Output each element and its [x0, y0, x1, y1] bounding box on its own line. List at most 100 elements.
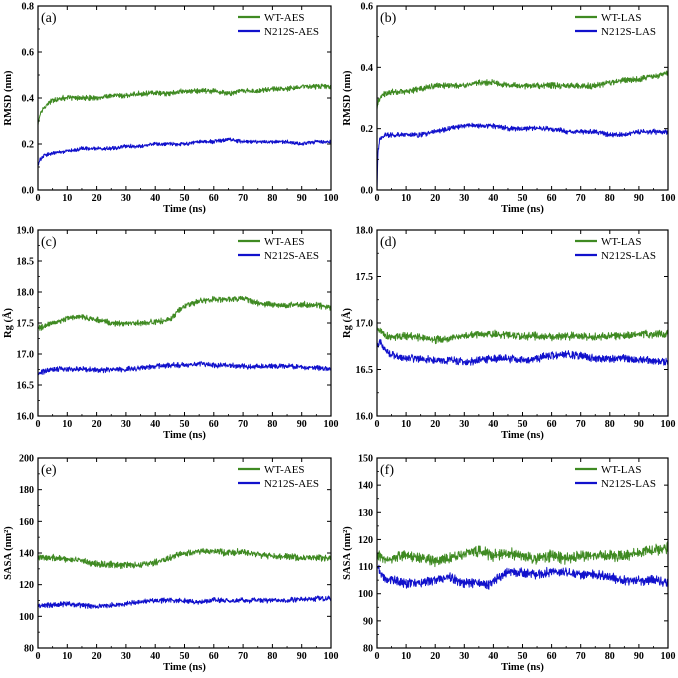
series-line-n212s-las	[376, 122, 669, 191]
x-tick-label: 90	[297, 193, 307, 204]
y-tick-label: 200	[19, 454, 34, 465]
x-tick-label: 70	[238, 193, 248, 204]
y-tick-label: 0.0	[22, 186, 35, 197]
legend-label: WT-AES	[264, 236, 305, 248]
x-tick-label: 100	[324, 651, 339, 662]
y-tick-label: 180	[19, 485, 34, 496]
x-tick-label: 80	[267, 419, 277, 430]
legend-label: WT-LAS	[601, 12, 642, 24]
x-tick-label: 30	[121, 193, 131, 204]
x-axis-label: Time (ns)	[501, 662, 544, 673]
x-tick-label: 70	[238, 419, 248, 430]
x-tick-label: 10	[62, 419, 72, 430]
legend-label: N212S-AES	[264, 26, 319, 38]
panel-f: 0 10 20 30 40 50 60 70 80 90 100 80 90 100 110 120 130 14…	[342, 454, 676, 674]
x-tick-label: 50	[518, 193, 528, 204]
x-tick-label: 60	[209, 193, 219, 204]
x-tick-label: 80	[605, 651, 615, 662]
x-tick-label: 30	[121, 419, 131, 430]
y-tick-label: 17.0	[356, 319, 374, 330]
y-tick-label: 160	[19, 517, 34, 528]
panel-label: (f)	[380, 463, 394, 478]
x-tick-label: 90	[634, 651, 644, 662]
x-tick-label: 20	[430, 651, 440, 662]
x-tick-label: 90	[297, 419, 307, 430]
x-tick-label: 80	[267, 651, 277, 662]
panel-a: 0 10 20 30 40 50 60 70 80 90 100 0.0 0.2 0.4 0.6 0.8 Tim…	[3, 2, 339, 216]
y-tick-label: 140	[19, 549, 34, 560]
x-axis-label: Time (ns)	[163, 430, 206, 441]
x-tick-label: 50	[518, 419, 528, 430]
panel-label: (d)	[380, 235, 397, 250]
x-axis-label: Time (ns)	[163, 204, 206, 215]
y-tick-label: 16.5	[356, 365, 374, 376]
x-tick-label: 90	[634, 419, 644, 430]
x-tick-label: 100	[661, 651, 676, 662]
y-tick-label: 0.8	[22, 2, 35, 13]
panel-c: 0 10 20 30 40 50 60 70 80 90 100 16.0 16.5 17.0 17.5 18…	[2, 226, 339, 442]
x-tick-label: 0	[36, 193, 41, 204]
x-tick-label: 40	[150, 419, 160, 430]
y-tick-label: 17.5	[17, 319, 35, 330]
y-tick-label: 130	[358, 508, 373, 519]
series-line-n212s-las	[376, 564, 669, 590]
y-tick-label: 18.0	[356, 226, 374, 237]
x-tick-label: 0	[36, 419, 41, 430]
x-tick-label: 30	[459, 651, 469, 662]
x-tick-label: 60	[547, 651, 557, 662]
legend-label: WT-AES	[264, 464, 305, 476]
x-axis-label: Time (ns)	[501, 204, 544, 215]
panel-label: (a)	[41, 11, 57, 26]
y-tick-label: 80	[363, 644, 373, 655]
panel-label: (b)	[380, 11, 397, 26]
x-tick-label: 90	[634, 193, 644, 204]
y-tick-label: 140	[358, 481, 373, 492]
series-line-wt-las	[376, 541, 669, 568]
y-tick-label: 100	[19, 612, 34, 623]
y-tick-label: 18.5	[17, 257, 35, 268]
x-tick-label: 0	[375, 651, 380, 662]
y-tick-label: 16.0	[17, 412, 35, 423]
x-tick-label: 50	[180, 419, 190, 430]
x-axis-label: Time (ns)	[501, 430, 544, 441]
x-tick-label: 70	[238, 651, 248, 662]
y-tick-label: 90	[363, 616, 373, 627]
series-line-n212s-aes	[37, 137, 332, 167]
x-tick-label: 40	[488, 419, 498, 430]
y-tick-label: 120	[358, 535, 373, 546]
x-tick-label: 100	[324, 419, 339, 430]
y-tick-label: 17.0	[17, 350, 35, 361]
legend-label: N212S-LAS	[601, 478, 656, 490]
x-tick-label: 70	[576, 193, 586, 204]
x-tick-label: 80	[605, 193, 615, 204]
x-tick-label: 20	[430, 419, 440, 430]
x-tick-label: 0	[375, 419, 380, 430]
legend-label: WT-LAS	[601, 236, 642, 248]
panel-label: (e)	[41, 463, 57, 478]
y-axis-label: RMSD (nm)	[342, 70, 353, 126]
legend-label: N212S-LAS	[601, 250, 656, 262]
y-axis-label: Rg (Å)	[341, 307, 353, 338]
x-tick-label: 60	[209, 651, 219, 662]
y-tick-label: 80	[24, 644, 34, 655]
panel-label: (c)	[41, 235, 57, 250]
x-tick-label: 0	[36, 651, 41, 662]
x-tick-label: 20	[92, 651, 102, 662]
y-tick-label: 0.2	[22, 140, 35, 151]
x-tick-label: 0	[375, 193, 380, 204]
y-tick-label: 18.0	[17, 288, 35, 299]
x-tick-label: 30	[121, 651, 131, 662]
y-tick-label: 0.0	[361, 186, 374, 197]
legend-label: N212S-AES	[264, 478, 319, 490]
series-line-n212s-aes	[37, 595, 332, 610]
x-tick-label: 10	[401, 419, 411, 430]
y-tick-label: 110	[359, 562, 373, 573]
y-tick-label: 150	[358, 454, 373, 465]
x-tick-label: 40	[488, 193, 498, 204]
x-axis-label: Time (ns)	[163, 662, 206, 673]
y-tick-label: 19.0	[17, 226, 35, 237]
y-tick-label: 0.4	[22, 94, 35, 105]
x-tick-label: 60	[547, 193, 557, 204]
panel-b: 0 10 20 30 40 50 60 70 80 90 100 0.0 0.2 0.4 0.6 Time (…	[342, 2, 676, 216]
